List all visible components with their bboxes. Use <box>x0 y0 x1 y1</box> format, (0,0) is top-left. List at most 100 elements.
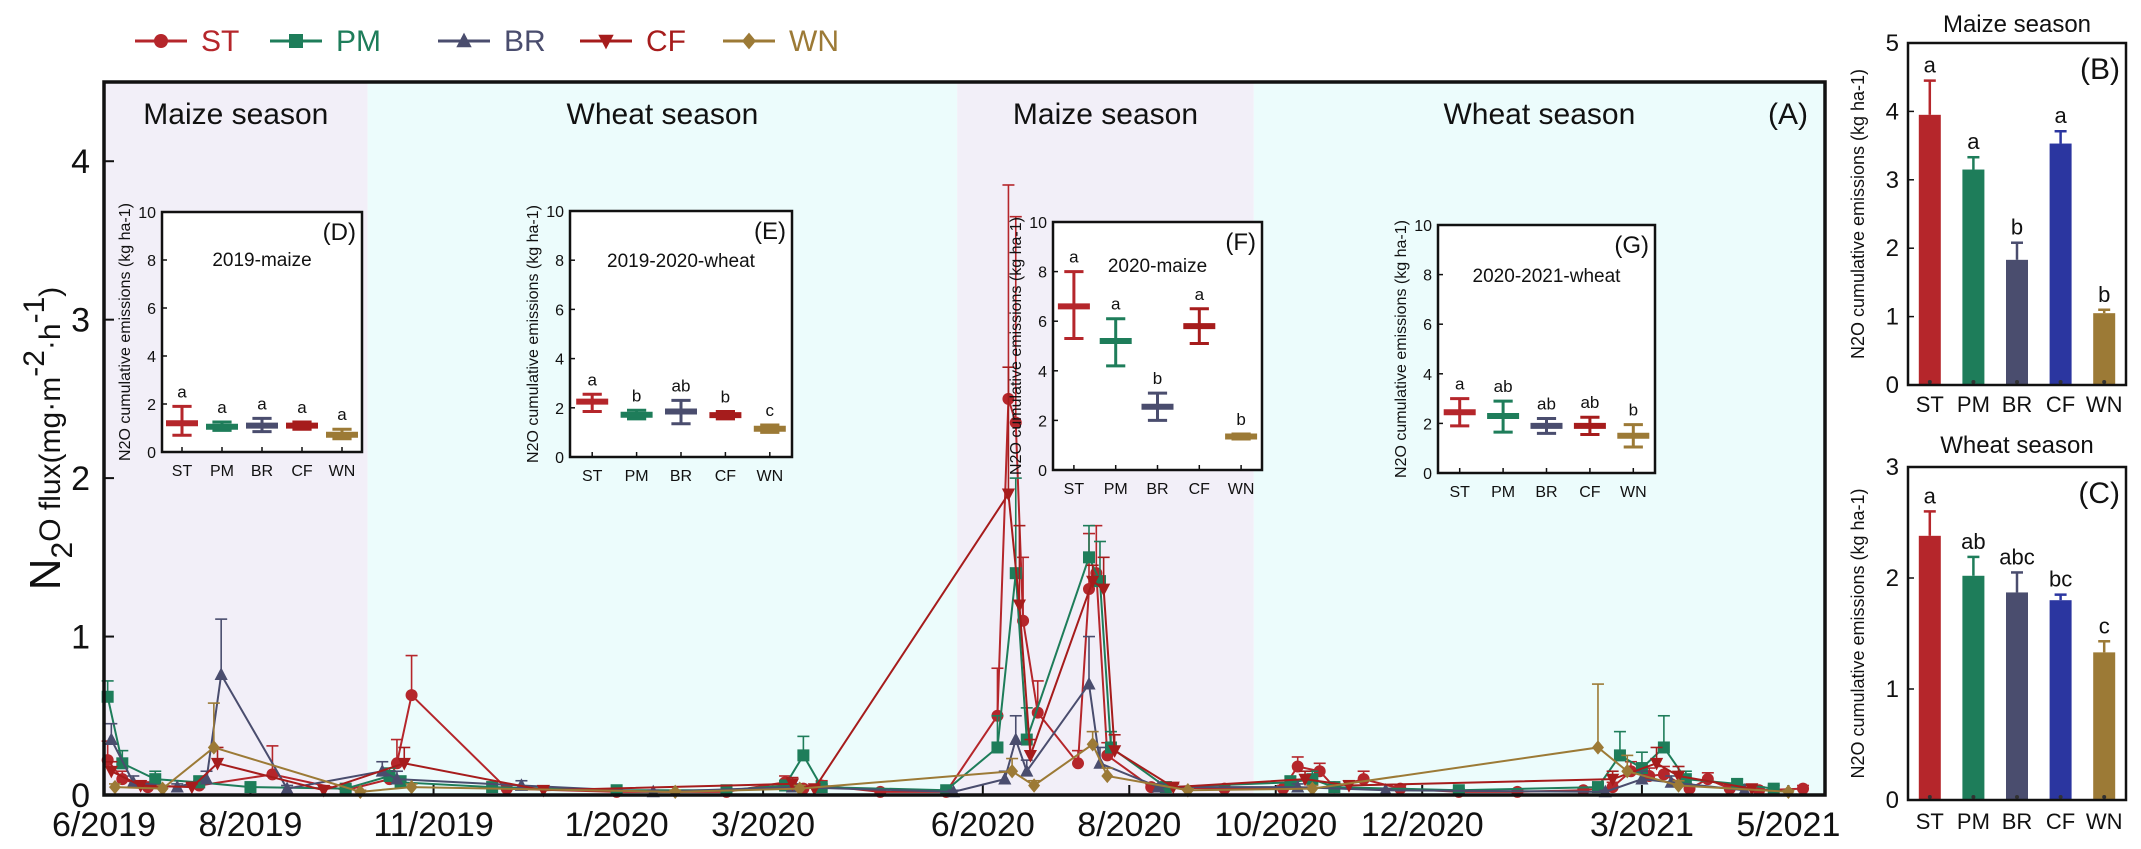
y-tick-label: 4 <box>147 349 156 366</box>
x-tick-label: BR <box>2002 392 2033 417</box>
x-tick-label: CF <box>291 463 313 480</box>
significance-letter: a <box>1111 295 1121 314</box>
legend-item-st: ST <box>135 25 239 58</box>
significance-letter: b <box>721 387 730 406</box>
significance-letter: c <box>2099 613 2110 638</box>
data-point <box>1591 740 1604 755</box>
data-point <box>207 740 220 755</box>
legend-marker <box>598 34 614 50</box>
y-label-sup: -2 <box>18 350 51 377</box>
data-point <box>1657 768 1670 781</box>
y-tick-label: 3 <box>1886 167 1899 194</box>
data-point <box>156 781 169 796</box>
legend-label: PM <box>336 25 381 58</box>
data-point <box>116 757 129 770</box>
legend-item-wn: WN <box>723 25 839 58</box>
season-label: Maize season <box>143 98 328 131</box>
bar-title: Maize season <box>1943 11 2091 38</box>
data-point <box>405 689 418 702</box>
bar-br <box>2006 241 2028 385</box>
x-tick-label: 6/2019 <box>52 806 156 844</box>
box-st <box>166 404 198 437</box>
significance-letter: a <box>337 405 347 424</box>
x-tick-label: BR <box>1146 481 1168 498</box>
x-tick-label: ST <box>1916 392 1944 417</box>
y-tick-label: 6 <box>147 301 156 318</box>
data-point <box>797 749 810 762</box>
data-point <box>991 741 1004 754</box>
bar-rect <box>1918 114 1941 385</box>
significance-letter: a <box>1455 375 1465 394</box>
box-br <box>1141 391 1174 422</box>
significance-letter: b <box>2011 215 2023 240</box>
panel-label-a: (A) <box>1768 98 1808 131</box>
significance-letter: abc <box>1999 544 2034 569</box>
box-wn <box>1617 423 1650 449</box>
data-point <box>397 757 411 771</box>
data-point <box>210 757 225 771</box>
legend: ST PM BR CF WN <box>135 25 839 58</box>
data-point <box>1357 773 1370 786</box>
significance-letter: b <box>2098 282 2110 307</box>
plot-frame <box>102 80 1827 797</box>
inset-y-label: N2O cumulative emissions (kg ha-1) <box>1008 217 1025 475</box>
bar-wn <box>2093 640 2116 800</box>
bar-rect <box>2093 652 2116 800</box>
series-line <box>110 491 1752 792</box>
panel-label-c: (C) <box>2078 477 2120 510</box>
bar-st <box>1918 510 1941 800</box>
x-tick-label: 3/2021 <box>1590 806 1694 844</box>
x-tick-label: BR <box>2002 809 2033 834</box>
legend-label: ST <box>201 25 239 58</box>
data-point <box>244 781 257 794</box>
y-label-part: ·h <box>34 323 67 350</box>
data-point <box>185 781 199 795</box>
inset-d: 0 2 4 6 8 10 ST a PM a BR a CF a WN a 2019-maize (D) N2O c… <box>117 203 364 480</box>
data-point <box>1672 778 1685 793</box>
data-point <box>1082 676 1096 690</box>
data-point <box>536 784 551 798</box>
data-point <box>317 784 331 798</box>
data-point <box>1001 488 1016 502</box>
legend-item-br: BR <box>438 25 546 58</box>
panel-label-g: (G) <box>1614 232 1649 259</box>
panel-label-f: (F) <box>1225 229 1256 256</box>
y-tick-label: 10 <box>1414 218 1432 235</box>
significance-letter: b <box>1629 401 1638 420</box>
x-tick-label: 5/2021 <box>1736 806 1840 844</box>
data-point <box>998 771 1012 785</box>
data-point <box>1006 764 1019 779</box>
inset-f: 0 2 4 6 8 10 ST a PM a BR b CF a WN b 2020-maize (F) N2O c… <box>1008 215 1264 498</box>
legend-item-cf: CF <box>580 25 686 58</box>
y-axis-label: N2O flux(mg·m-2·h-1) <box>18 287 79 591</box>
y-label-part: ) <box>34 287 67 297</box>
data-point <box>108 779 121 795</box>
inset-y-label: N2O cumulative emissions (kg ha-1) <box>1393 220 1410 478</box>
y-tick-label: 2 <box>1886 235 1899 262</box>
bar-y-label: N2O cumulative emissions (kg ha-1) <box>1848 69 1868 359</box>
data-point <box>1635 771 1649 785</box>
bar-title: Wheat season <box>1940 432 2093 459</box>
data-point <box>214 667 228 680</box>
significance-letter: a <box>257 394 267 413</box>
box-cf <box>1573 415 1606 437</box>
x-tick-label: WN <box>2086 392 2123 417</box>
series-wn <box>108 683 1795 800</box>
bar-base-dot <box>2102 380 2107 384</box>
y-tick-label: 3 <box>71 302 90 340</box>
x-tick-label: 3/2020 <box>711 806 815 844</box>
inset-title: 2019-maize <box>212 250 311 271</box>
data-point <box>793 781 806 796</box>
significance-letter: a <box>1924 53 1937 78</box>
x-tick-label: WN <box>2086 809 2123 834</box>
legend-marker <box>742 32 756 50</box>
significance-letter: a <box>1069 248 1079 267</box>
bar-frame <box>1906 465 2128 802</box>
significance-letter: b <box>1236 410 1245 429</box>
y-tick-label: 3 <box>1886 454 1899 481</box>
inset-title: 2020-maize <box>1108 256 1207 277</box>
bar-rect <box>2006 592 2028 800</box>
inset-frame <box>1051 220 1264 472</box>
data-point <box>390 771 404 785</box>
data-point <box>669 784 682 800</box>
